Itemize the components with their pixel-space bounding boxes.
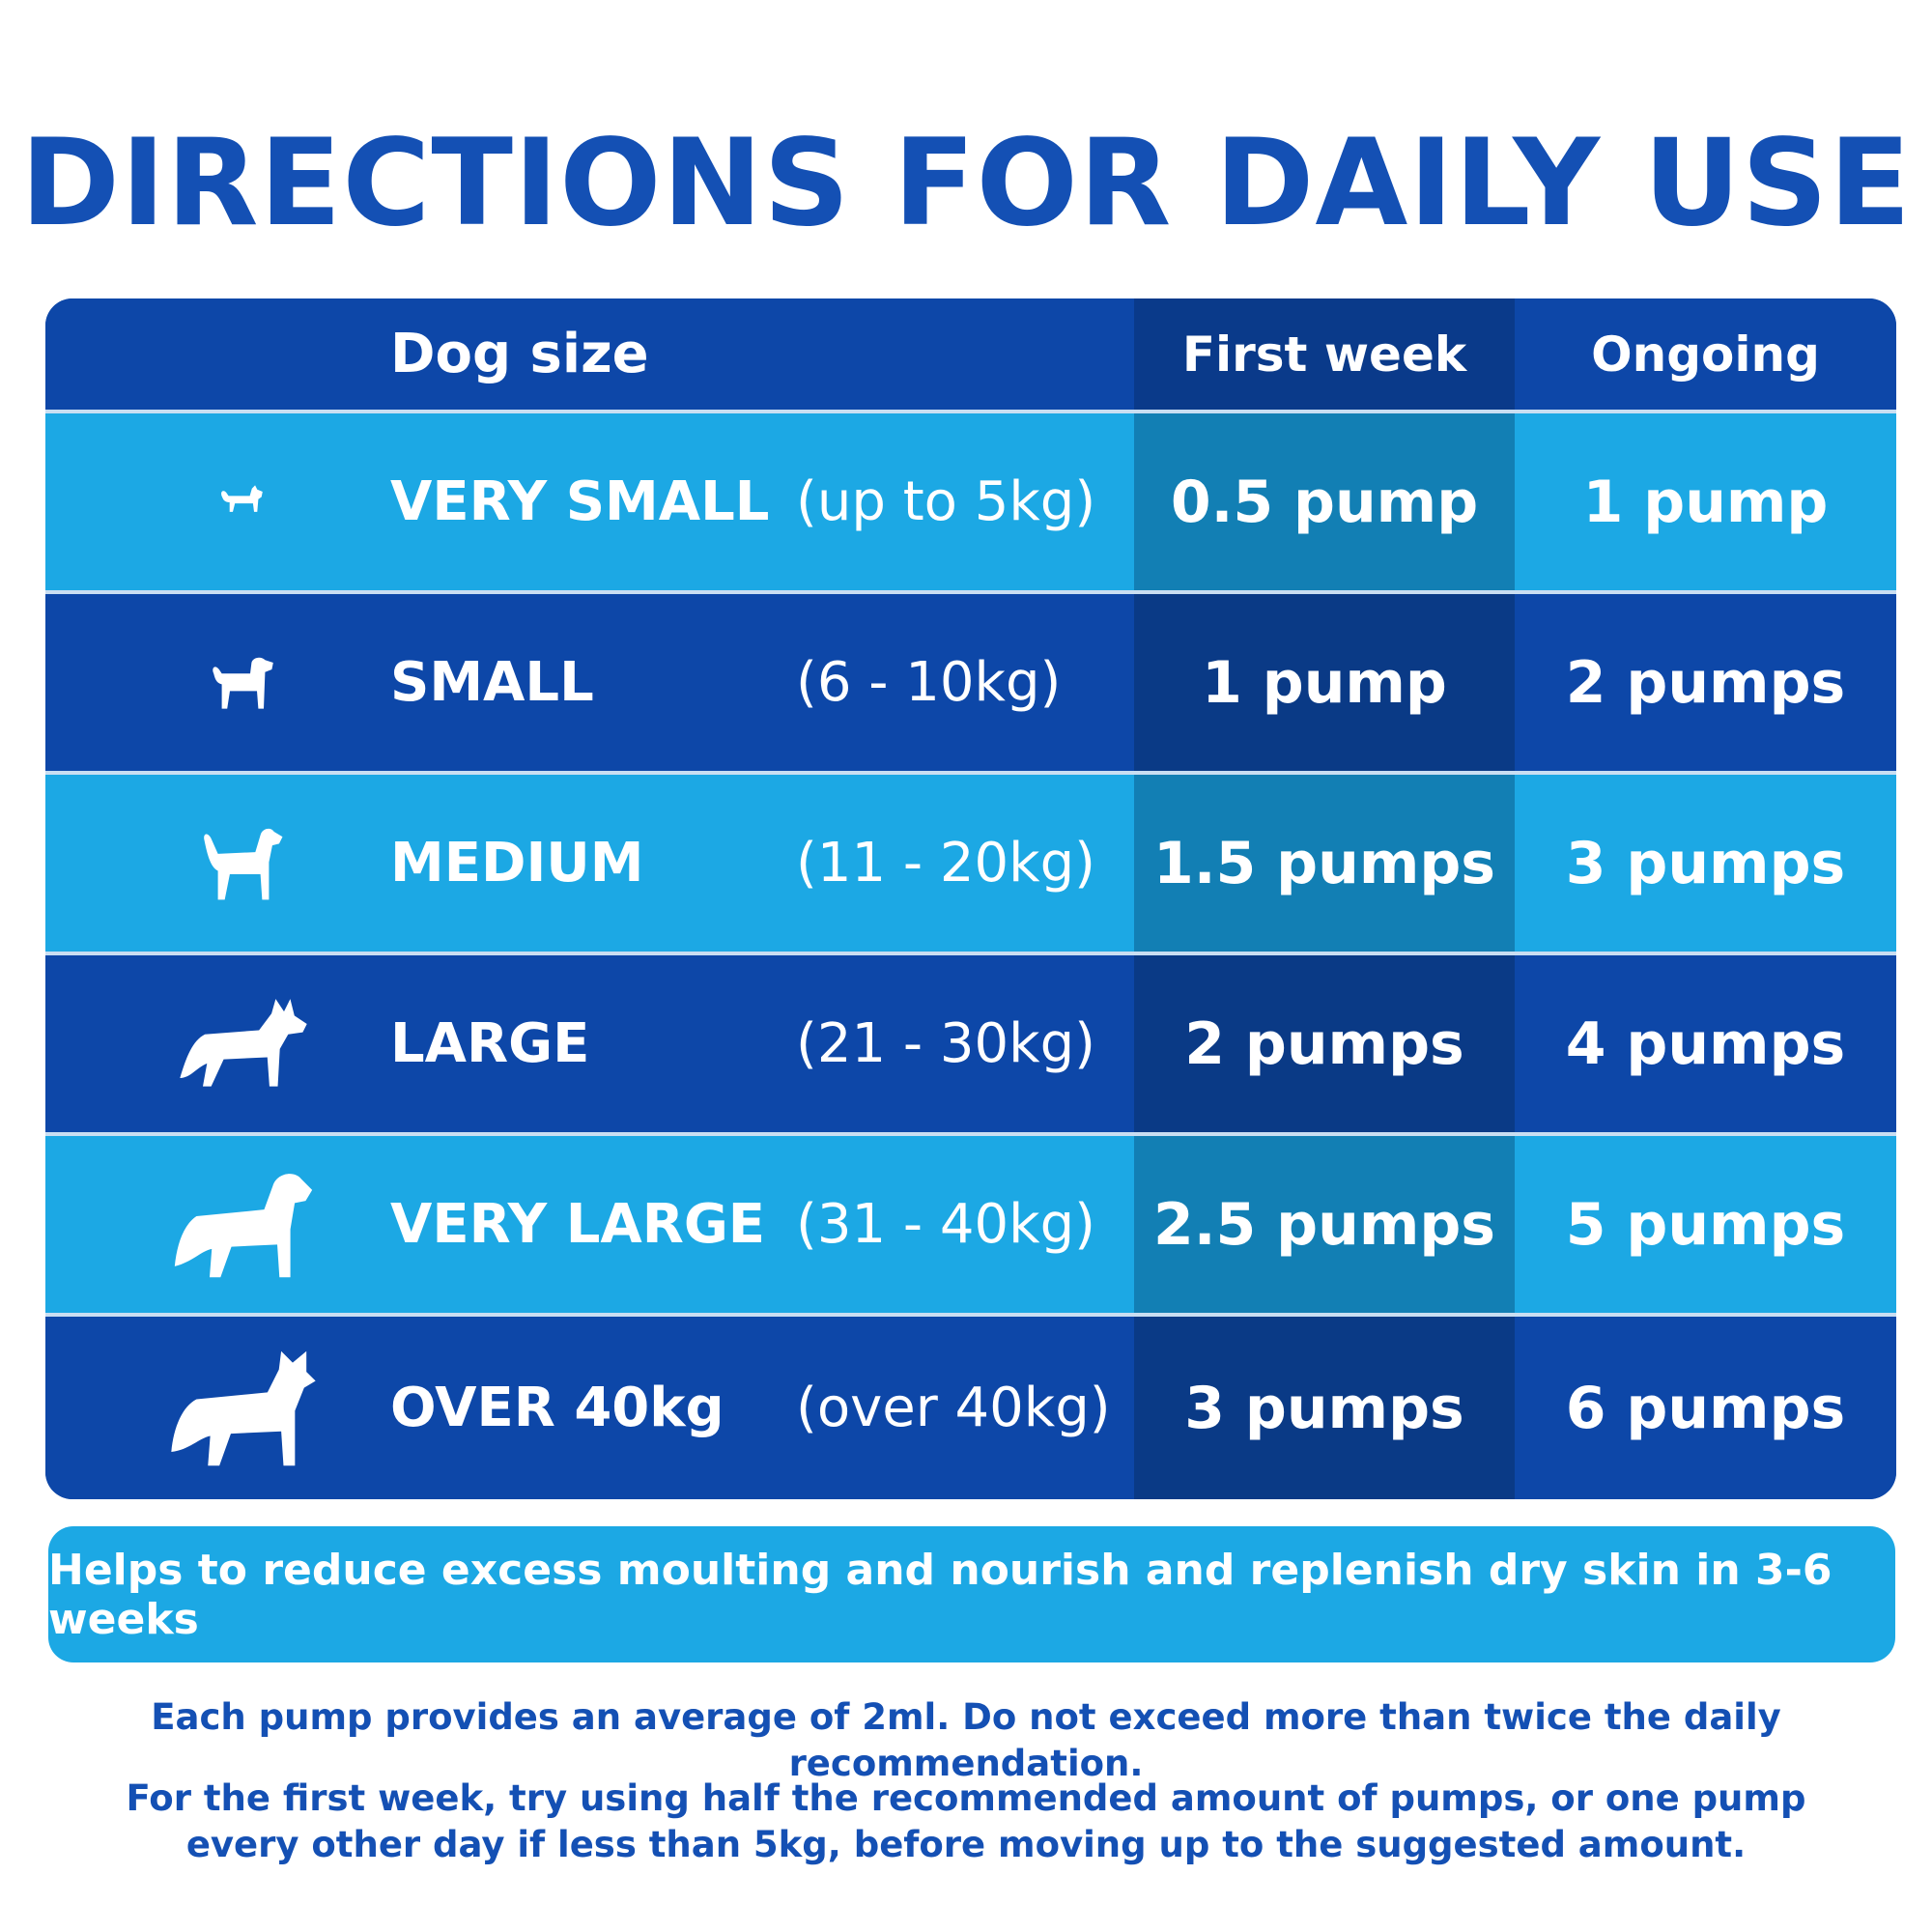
header-first-week: First week xyxy=(1134,298,1515,410)
medium-dog-icon xyxy=(123,775,364,952)
table-row: OVER 40kg (over 40kg) 3 pumps 6 pumps xyxy=(45,1317,1896,1499)
ongoing-dose: 4 pumps xyxy=(1565,1009,1846,1078)
weight-range: (up to 5kg) xyxy=(796,470,1096,533)
row-divider xyxy=(45,410,1896,413)
first-week-dose: 3 pumps xyxy=(1134,1317,1515,1499)
ongoing-dose: 3 pumps xyxy=(1565,829,1846,897)
small-dog-icon xyxy=(123,594,364,771)
table-header-row: Dog size First week Ongoing xyxy=(45,298,1896,410)
row-divider xyxy=(45,1313,1896,1317)
giant-dog-icon xyxy=(123,1317,364,1499)
weight-range: (31 - 40kg) xyxy=(796,1193,1095,1256)
weight-range: (over 40kg) xyxy=(796,1377,1111,1439)
dog-size-label: VERY SMALL xyxy=(390,470,770,533)
header-dog-size: Dog size xyxy=(390,323,649,385)
row-divider xyxy=(45,590,1896,594)
ongoing-dose: 6 pumps xyxy=(1565,1374,1846,1442)
tiny-dog-icon xyxy=(123,413,364,590)
large-dog-icon xyxy=(123,955,364,1132)
first-week-dose: 2.5 pumps xyxy=(1134,1136,1515,1313)
header-ongoing: Ongoing xyxy=(1591,326,1820,383)
first-week-note: For the first week, try using half the r… xyxy=(126,1777,1806,1865)
first-week-dose: 0.5 pump xyxy=(1134,413,1515,590)
table-row: VERY LARGE (31 - 40kg) 2.5 pumps 5 pumps xyxy=(45,1136,1896,1313)
row-divider xyxy=(45,1132,1896,1136)
benefit-banner: Helps to reduce excess moulting and nour… xyxy=(48,1526,1895,1662)
table-row: VERY SMALL (up to 5kg) 0.5 pump 1 pump xyxy=(45,413,1896,590)
dog-size-label: VERY LARGE xyxy=(390,1193,766,1256)
weight-range: (21 - 30kg) xyxy=(796,1012,1095,1075)
dosage-table: Dog size First week Ongoing VERY SMALL (… xyxy=(45,298,1896,1499)
first-week-dose: 1.5 pumps xyxy=(1134,775,1515,952)
table-row: MEDIUM (11 - 20kg) 1.5 pumps 3 pumps xyxy=(45,775,1896,952)
first-week-dose: 1 pump xyxy=(1134,594,1515,771)
pump-volume-note: Each pump provides an average of 2ml. Do… xyxy=(151,1696,1781,1784)
row-divider xyxy=(45,952,1896,955)
page-title: DIRECTIONS FOR DAILY USE xyxy=(20,114,1912,253)
table-row: LARGE (21 - 30kg) 2 pumps 4 pumps xyxy=(45,955,1896,1132)
weight-range: (6 - 10kg) xyxy=(796,651,1062,714)
first-week-dose: 2 pumps xyxy=(1134,955,1515,1132)
ongoing-dose: 1 pump xyxy=(1582,468,1829,536)
ongoing-dose: 2 pumps xyxy=(1565,648,1846,717)
weight-range: (11 - 20kg) xyxy=(796,832,1095,895)
dog-size-label: SMALL xyxy=(390,651,594,714)
table-row: SMALL (6 - 10kg) 1 pump 2 pumps xyxy=(45,594,1896,771)
dog-size-label: MEDIUM xyxy=(390,832,644,895)
dog-size-label: OVER 40kg xyxy=(390,1377,724,1439)
ongoing-dose: 5 pumps xyxy=(1565,1190,1846,1259)
dog-size-label: LARGE xyxy=(390,1012,590,1075)
row-divider xyxy=(45,771,1896,775)
very-large-dog-icon xyxy=(123,1136,364,1313)
